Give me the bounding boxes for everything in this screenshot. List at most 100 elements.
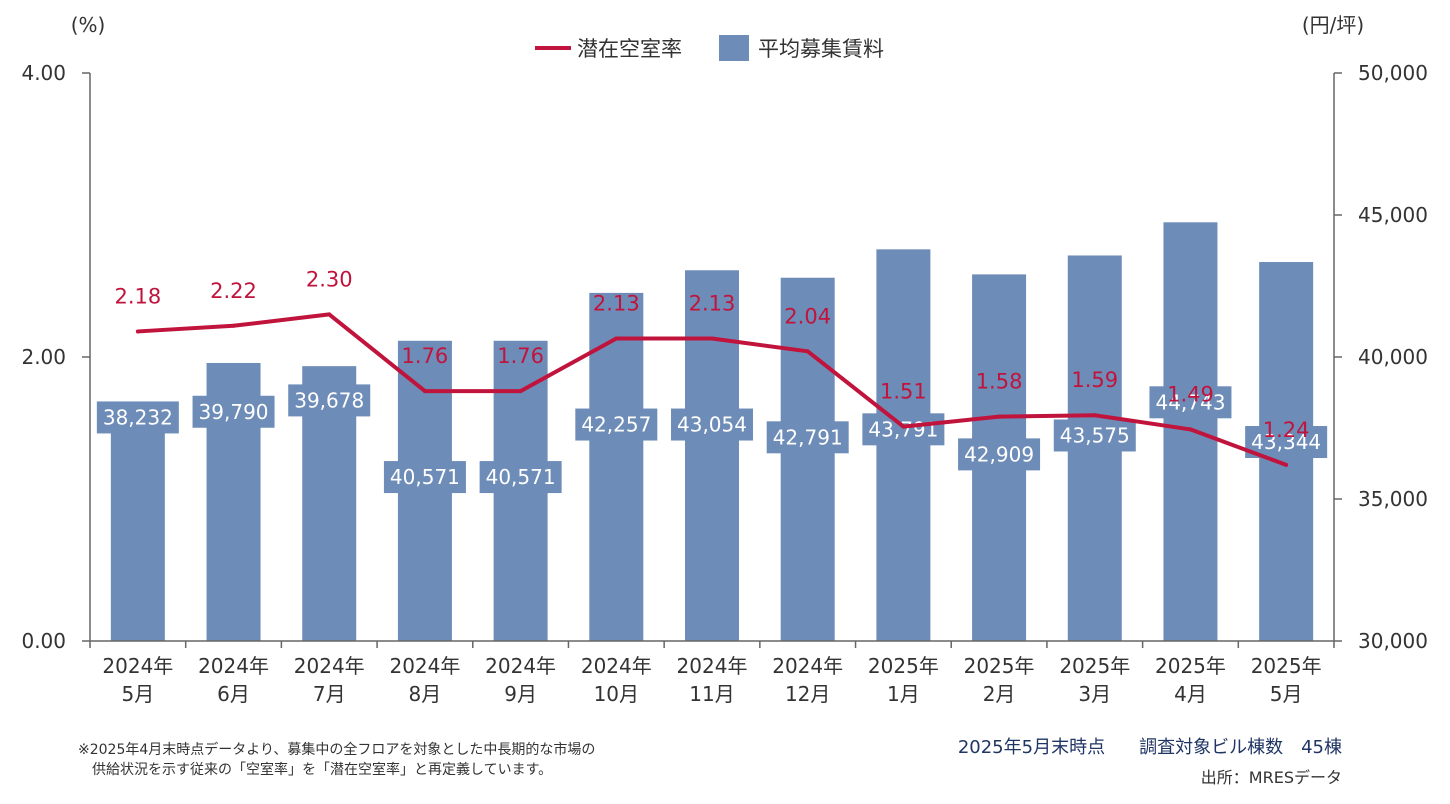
- line-point: [231, 323, 236, 328]
- line-point: [805, 349, 810, 354]
- bar-value-label: 39,678: [294, 388, 364, 412]
- x-tick-label-year: 2024年: [389, 654, 460, 678]
- line-point: [901, 424, 906, 429]
- x-tick-label-month: 11月: [689, 682, 734, 706]
- bar-value-label: 42,257: [581, 413, 651, 437]
- bar-value-label: 38,232: [103, 405, 173, 429]
- x-tick-label-month: 10月: [594, 682, 639, 706]
- line-value-label: 1.24: [1263, 418, 1310, 442]
- bar-value-label-box: [575, 408, 658, 441]
- right-tick-label: 45,000: [1358, 203, 1428, 227]
- line-point: [135, 329, 140, 334]
- x-tick-label-month: 12月: [785, 682, 830, 706]
- line-point: [997, 414, 1002, 419]
- line-point: [327, 312, 332, 317]
- bar-value-label-box: [479, 461, 562, 494]
- x-tick-label-year: 2025年: [1059, 654, 1130, 678]
- x-tick-label-month: 9月: [504, 682, 537, 706]
- bar-rent: [110, 407, 165, 641]
- x-tick-label-year: 2024年: [102, 654, 173, 678]
- x-tick-label-year: 2024年: [772, 654, 843, 678]
- legend-bar-label: 平均募集賃料: [758, 37, 884, 61]
- x-tick-label-month: 5月: [1270, 682, 1303, 706]
- x-tick-label-year: 2025年: [1251, 654, 1322, 678]
- x-tick-label-month: 7月: [313, 682, 346, 706]
- bar-value-label-box: [766, 421, 849, 454]
- x-tick-label-month: 6月: [217, 682, 250, 706]
- line-value-label: 2.30: [306, 267, 353, 291]
- line-point: [710, 336, 714, 341]
- bar-value-label: 44,743: [1155, 390, 1225, 414]
- bar-value-label: 42,791: [773, 425, 843, 449]
- line-value-label: 2.13: [689, 292, 736, 316]
- x-tick-label-year: 2024年: [198, 654, 269, 678]
- left-tick-label: 2.00: [21, 345, 66, 369]
- footnote-line-1: ※2025年4月末時点データより、募集中の全フロアを対象とした中長期的な市場の: [78, 742, 596, 758]
- x-tick-label-month: 1月: [887, 682, 920, 706]
- footnote: ※2025年4月末時点データより、募集中の全フロアを対象とした中長期的な市場の …: [78, 740, 595, 780]
- line-point: [614, 336, 619, 341]
- right-tick-label: 40,000: [1358, 345, 1428, 369]
- x-tick-label-month: 2月: [983, 682, 1016, 706]
- line-value-label: 2.13: [593, 292, 640, 316]
- line-point: [1284, 462, 1289, 467]
- bar-value-label: 40,571: [486, 465, 556, 489]
- bar-value-label: 39,790: [199, 400, 269, 424]
- bar-value-label: 43,054: [677, 413, 747, 437]
- survey-info: 2025年5月末時点 調査対象ビル棟数 45棟: [958, 733, 1342, 759]
- bar-rent: [780, 277, 835, 641]
- line-point: [518, 389, 523, 394]
- line-value-label: 1.76: [402, 344, 449, 368]
- right-tick-label: 50,000: [1358, 61, 1428, 85]
- left-tick-label: 4.00: [21, 61, 66, 85]
- bar-value-label-box: [1149, 386, 1232, 419]
- x-tick-label-year: 2024年: [581, 654, 652, 678]
- bar-value-label-box: [862, 413, 945, 446]
- bar-value-label-box: [1053, 419, 1136, 452]
- line-value-label: 2.22: [210, 279, 257, 303]
- line-value-label: 1.59: [1071, 368, 1118, 392]
- as-of-date: 2025年5月末時点: [957, 737, 1106, 758]
- bar-value-label: 43,344: [1251, 430, 1321, 454]
- bar-value-label-box: [958, 438, 1041, 471]
- legend-line-label: 潜在空室率: [577, 37, 682, 61]
- bar-value-label-box: [671, 408, 753, 441]
- line-value-label: 1.51: [880, 380, 927, 404]
- survey-building-count: 調査対象ビル棟数 45棟: [1139, 737, 1342, 758]
- bar-value-label-box: [288, 384, 371, 417]
- bar-value-label: 42,909: [964, 442, 1034, 466]
- x-tick-label-year: 2024年: [294, 654, 365, 678]
- line-value-label: 2.18: [114, 284, 161, 308]
- bar-value-label: 43,575: [1060, 423, 1130, 447]
- bar-rent: [1163, 222, 1218, 641]
- bar-value-label-box: [192, 395, 275, 428]
- bar-value-label: 40,571: [390, 465, 460, 489]
- x-tick-label-year: 2025年: [868, 654, 939, 678]
- x-tick-label-month: 4月: [1174, 682, 1207, 706]
- bar-value-label-box: [96, 401, 179, 434]
- line-value-label: 1.58: [976, 370, 1023, 394]
- x-tick-label-year: 2025年: [964, 654, 1035, 678]
- bar-rent: [589, 292, 644, 641]
- bar-value-label: 43,791: [868, 417, 938, 441]
- line-point: [422, 389, 427, 394]
- left-tick-label: 0.00: [21, 629, 66, 653]
- right-tick-label: 35,000: [1358, 487, 1428, 511]
- x-tick-label-year: 2025年: [1155, 654, 1226, 678]
- right-tick-label: 30,000: [1358, 629, 1428, 653]
- x-tick-label-month: 5月: [121, 682, 154, 706]
- bar-rent: [685, 270, 739, 641]
- right-axis-unit: (円/坪): [1302, 13, 1364, 37]
- left-axis-unit: (%): [71, 13, 106, 37]
- footnote-line-2: 供給状況を示す従来の「空室率」を「潜在空室率」と再定義しています。: [78, 762, 553, 778]
- line-point: [1092, 413, 1097, 418]
- line-value-label: 1.49: [1167, 382, 1214, 406]
- bar-value-label-box: [383, 461, 466, 494]
- line-value-label: 1.76: [497, 344, 544, 368]
- x-tick-label-month: 3月: [1078, 682, 1111, 706]
- x-tick-label-month: 8月: [409, 682, 442, 706]
- line-value-label: 2.04: [784, 304, 831, 328]
- legend-bar-swatch: [719, 35, 749, 61]
- x-tick-label-year: 2024年: [485, 654, 556, 678]
